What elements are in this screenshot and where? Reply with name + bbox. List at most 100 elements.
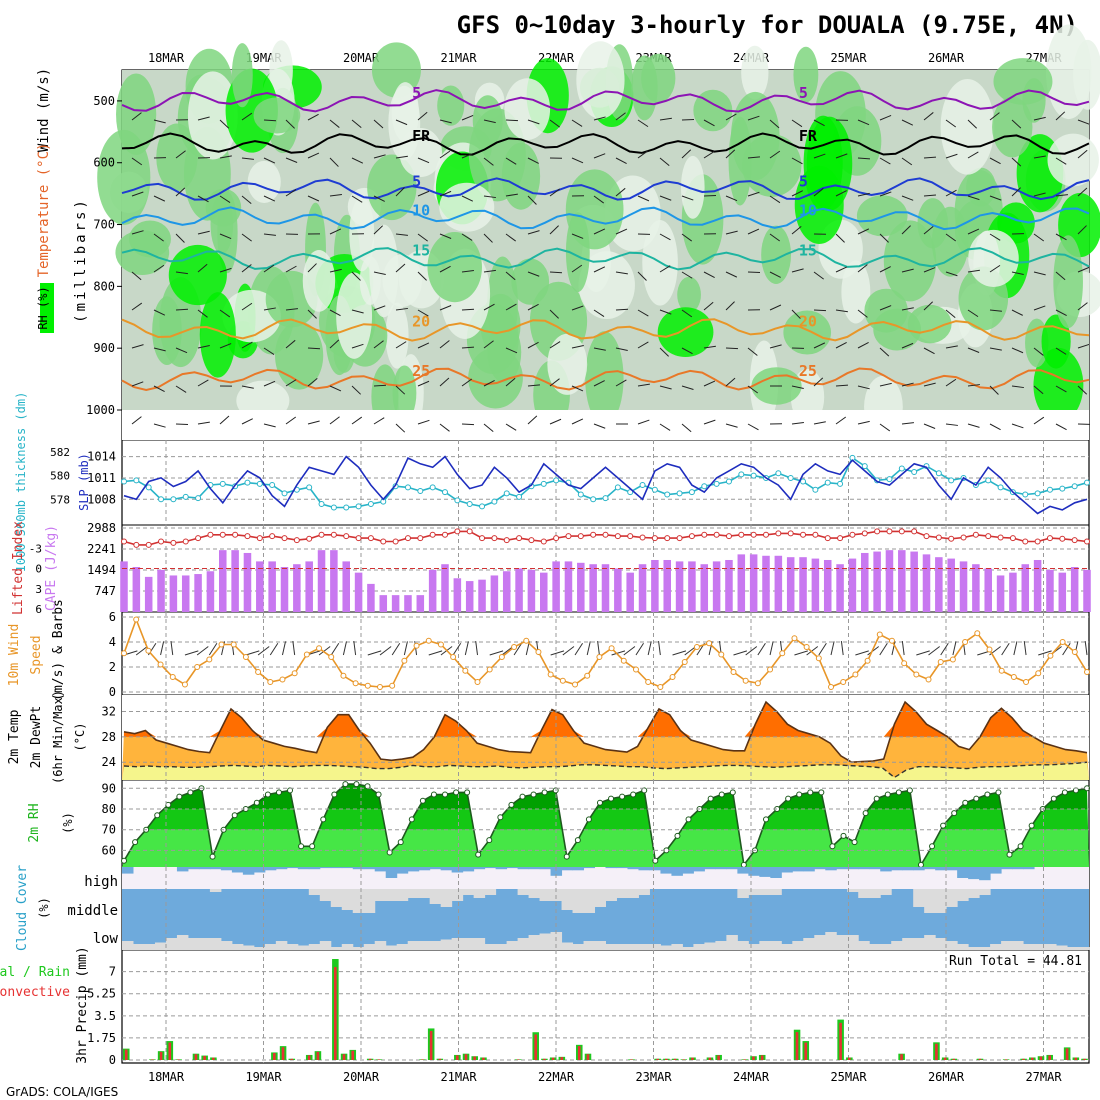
rh2m-units-label: (%): [61, 812, 75, 834]
isotherm-label: 15: [799, 242, 817, 260]
wind-barb: [329, 268, 342, 273]
lifted-tick-label: 0: [35, 563, 42, 576]
lifted-index-point: [911, 528, 918, 535]
cloud-low-bar: [605, 944, 617, 950]
lifted-index-point: [676, 535, 683, 542]
isotherm-label: 15: [412, 242, 430, 260]
wind-barb: [351, 157, 364, 164]
wind-barb-10m: [611, 650, 626, 656]
wind-barb: [769, 150, 781, 159]
precip-convective-bar: [682, 1059, 686, 1060]
wind-barb: [153, 423, 166, 428]
wind-barb: [505, 119, 519, 122]
wind-barb: [131, 302, 143, 311]
rh2m-point: [585, 816, 592, 823]
wind-barb-10m: [464, 641, 469, 656]
wind-barb: [417, 190, 430, 197]
wind-tick-label: 4: [109, 635, 116, 649]
rh2m-point: [331, 791, 338, 798]
rh2m-point: [895, 789, 902, 796]
rh-contour-blob: [439, 182, 495, 232]
wind-barb: [263, 264, 275, 273]
cape-bar: [515, 568, 523, 612]
rh2m-point: [740, 861, 747, 868]
wind-barb: [439, 190, 452, 197]
isotherm-label: 10: [412, 201, 430, 219]
wind-barb-10m: [1062, 642, 1071, 656]
wind-barb: [131, 230, 144, 235]
cape-bar: [268, 561, 276, 612]
wind-barb: [593, 380, 605, 387]
wind-barb: [1055, 347, 1067, 355]
wind-speed-point: [486, 666, 493, 673]
cape-bar: [280, 567, 289, 612]
wind-barb: [527, 230, 540, 235]
wind-speed-point: [998, 667, 1005, 674]
cloud-high-bar: [209, 867, 222, 870]
wind-barb: [681, 423, 692, 433]
wind-barb: [835, 153, 848, 159]
cloud-high-bar: [946, 867, 958, 871]
precip-convective-bar: [290, 1058, 294, 1060]
wind-barb: [615, 187, 626, 197]
rh2m-point: [375, 791, 382, 798]
cloud-high-bar: [781, 867, 793, 873]
wind-barb: [241, 264, 252, 273]
cloud-high-bar: [770, 867, 782, 878]
wind-barb: [725, 347, 739, 350]
wind-units-label: Wind (m/s): [36, 68, 52, 152]
cloud-middle-bar: [759, 889, 771, 895]
wind-barb: [527, 384, 540, 387]
wind-barb: [395, 307, 408, 311]
wind-speed-point: [242, 654, 249, 660]
cloud-low-bar: [154, 942, 167, 950]
isotherm-label: 5: [799, 84, 808, 102]
lifted-index-point: [404, 535, 411, 542]
wind-barb: [1055, 271, 1066, 281]
wind-speed-point: [876, 631, 883, 638]
rh2m-point: [884, 791, 891, 798]
wind-barb: [659, 265, 671, 273]
cloud-low-label: low: [93, 931, 119, 947]
wind-barb: [527, 271, 540, 277]
wind-barb: [131, 157, 143, 166]
lifted-index-point: [960, 534, 967, 541]
wind-barb: [329, 228, 342, 235]
wind-barb: [417, 419, 430, 425]
wind-barb: [263, 195, 276, 202]
cloud-low-bar: [407, 941, 420, 950]
thickness-point: [886, 476, 893, 483]
cape-bar: [157, 569, 165, 612]
lifted-index-point: [479, 535, 486, 542]
lifted-index-point: [429, 531, 436, 538]
wind-barb: [307, 378, 318, 387]
wind-speed-point: [303, 651, 310, 658]
thickness-point: [1084, 479, 1090, 486]
slp-tick-label: 1008: [87, 492, 116, 506]
wind-speed-point: [828, 684, 835, 690]
cloud-middle-bar: [880, 889, 892, 895]
rh2m-label: 2m RH: [27, 803, 42, 842]
wind-speed-point: [1071, 649, 1078, 655]
cloud-middle-bar: [363, 889, 376, 913]
cape-bar: [120, 561, 128, 612]
wind-barb-10m: [367, 650, 382, 656]
rh2m-point: [984, 791, 991, 798]
wind-barb: [901, 195, 914, 201]
wind-barb: [1033, 416, 1045, 425]
wind-barb: [417, 271, 427, 281]
lifted-index-point: [985, 533, 992, 540]
thickness-point: [516, 493, 523, 500]
lifted-index-point: [935, 534, 942, 541]
precip-tick-label: 1.75: [87, 1031, 116, 1045]
thickness-point: [503, 490, 510, 497]
wind-barb: [637, 383, 650, 387]
precip-tick-label: 5.25: [87, 987, 116, 1001]
wind-barb: [923, 225, 934, 235]
cape-bar: [453, 578, 462, 612]
cape-bar: [811, 558, 820, 612]
cloud-low-bar: [341, 944, 354, 950]
wind-barb: [1077, 119, 1090, 125]
precip-convective-bar: [124, 1049, 128, 1060]
cloud-low-bar: [1078, 947, 1090, 950]
